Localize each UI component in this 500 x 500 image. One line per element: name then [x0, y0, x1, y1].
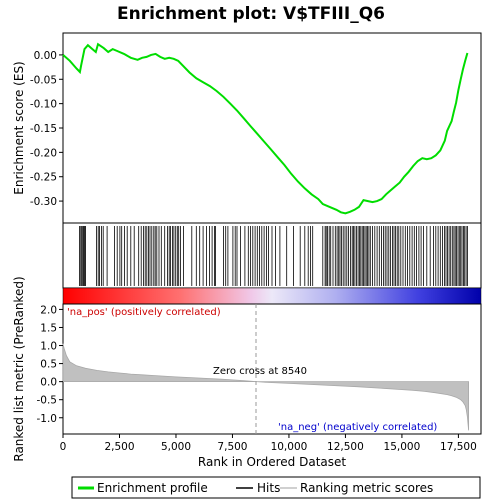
zero-cross-label: Zero cross at 8540 — [213, 366, 307, 377]
na-neg-label: 'na_neg' (negatively correlated) — [278, 422, 437, 433]
x-axis-label: Rank in Ordered Dataset — [198, 455, 346, 469]
metric-y-tick-label: 2.0 — [40, 304, 57, 316]
ranking-metric-fill — [62, 343, 469, 431]
chart-title: Enrichment plot: V$TFIII_Q6 — [117, 4, 385, 24]
metric-y-tick-label: 0.0 — [40, 377, 57, 389]
x-tick-label: 5,000 — [161, 441, 191, 453]
es-y-axis-label: Enrichment score (ES) — [12, 61, 26, 194]
es-y-tick-label: -0.05 — [30, 74, 57, 86]
metric-y-tick-label: -1.0 — [37, 413, 58, 425]
x-tick-label: 7,500 — [217, 441, 247, 453]
metric-y-axis-label: Ranked list metric (PreRanked) — [12, 276, 26, 461]
legend-hits-label: Hits — [257, 481, 280, 495]
es-y-axis: 0.00 -0.05 -0.10 -0.15 -0.20 -0.25 -0.30 — [30, 50, 63, 208]
x-tick-label: 15,000 — [384, 441, 421, 453]
es-y-tick-label: 0.00 — [34, 50, 57, 62]
enrichment-profile-path — [62, 42, 469, 215]
es-y-tick-label: -0.15 — [30, 123, 57, 135]
x-tick-label: 12,500 — [327, 441, 364, 453]
x-tick-label: 17,500 — [440, 441, 477, 453]
ranking-metric-area — [62, 343, 469, 431]
es-y-tick-label: -0.20 — [30, 147, 57, 159]
hits-ticks — [79, 226, 468, 286]
metric-panel — [62, 303, 482, 435]
x-tick-label: 10,000 — [271, 441, 308, 453]
rank-color-strip — [62, 287, 482, 305]
metric-y-tick-label: -0.5 — [37, 395, 58, 407]
legend — [71, 476, 481, 499]
x-axis: 0 2,500 5,000 7,500 10,000 12,500 15,000 17,500 — [60, 434, 477, 453]
na-pos-label: 'na_pos' (positively correlated) — [67, 307, 221, 318]
x-tick-label: 2,500 — [104, 441, 134, 453]
legend-profile-label: Enrichment profile — [97, 481, 208, 495]
es-y-tick-label: -0.10 — [30, 99, 57, 111]
es-y-tick-label: -0.30 — [30, 196, 57, 208]
metric-y-axis: 2.0 1.5 1.0 0.5 0.0 -0.5 -1.0 — [37, 304, 63, 425]
x-tick-label: 0 — [60, 441, 67, 453]
enrichment-profile-line — [62, 42, 469, 215]
metric-y-tick-label: 1.0 — [40, 341, 57, 353]
metric-y-tick-label: 0.5 — [40, 359, 57, 371]
metric-y-tick-label: 1.5 — [40, 322, 57, 334]
es-panel — [62, 32, 482, 224]
es-y-tick-label: -0.25 — [30, 172, 57, 184]
legend-metric-label: Ranking metric scores — [300, 481, 433, 495]
